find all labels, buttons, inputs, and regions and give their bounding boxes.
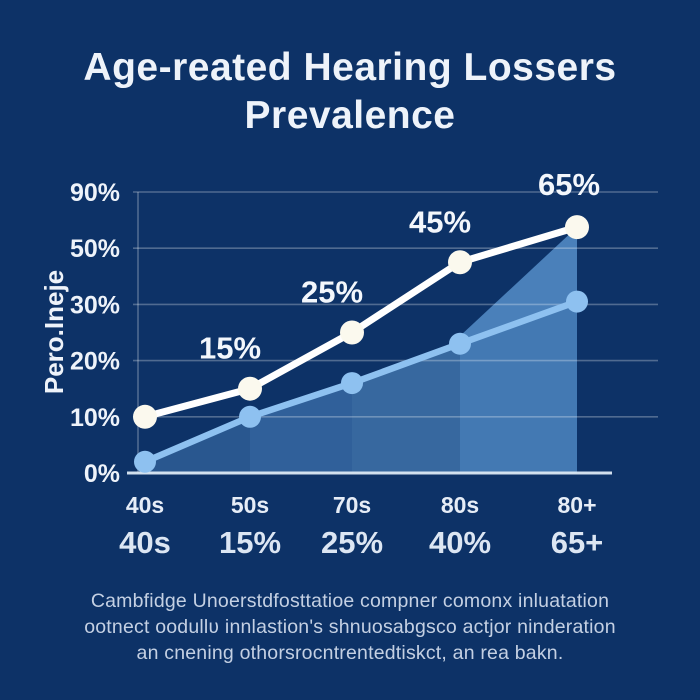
caption: Cambfidge Unoerstdfosttatioe compner com… — [0, 588, 700, 666]
data-point-primary — [448, 250, 472, 275]
page-title: Age-reated Hearing Lossers Prevalence — [0, 44, 700, 139]
data-point-primary — [133, 404, 157, 429]
data-point-label: 25% — [301, 275, 363, 310]
area-fill-segment — [250, 383, 352, 473]
data-point-secondary — [134, 450, 156, 473]
x-tick-label: 40s — [126, 492, 164, 518]
x-value-label: 65+ — [551, 525, 604, 560]
data-point-secondary — [566, 290, 588, 313]
x-value-label: 40s — [119, 525, 171, 560]
data-point-secondary — [239, 405, 261, 428]
y-tick-label: 90% — [70, 179, 120, 207]
x-value-label: 15% — [219, 525, 281, 560]
x-tick-label: 80+ — [557, 492, 596, 518]
data-point-label: 65% — [538, 167, 600, 202]
data-point-primary — [238, 376, 262, 401]
title-line-2: Prevalence — [244, 93, 456, 137]
data-point-secondary — [341, 372, 363, 395]
title-line-1: Age-reated Hearing Lossers — [83, 46, 617, 89]
caption-line-3: an cnening othorsrocntrentedtiskct, an r… — [136, 642, 564, 665]
y-axis-title: Pero.Ineje — [39, 270, 69, 394]
data-point-label: 15% — [199, 331, 261, 366]
y-tick-label: 30% — [70, 291, 120, 319]
x-value-label: 40% — [429, 525, 491, 560]
x-value-label: 25% — [321, 525, 383, 560]
data-point-label: 45% — [409, 204, 471, 239]
y-tick-label: 50% — [70, 235, 120, 263]
y-tick-label: 20% — [70, 348, 120, 376]
x-tick-label: 80s — [441, 492, 479, 518]
y-tick-label: 0% — [84, 460, 120, 488]
y-tick-label: 10% — [70, 404, 120, 432]
caption-line-2: ootnect oodullʋ innlastion's shnuosabgsc… — [84, 616, 616, 639]
x-tick-label: 70s — [333, 492, 371, 518]
data-point-secondary — [449, 332, 471, 355]
caption-line-1: Cambfidge Unoerstdfosttatioe compner com… — [90, 590, 610, 612]
data-point-primary — [340, 320, 364, 345]
data-point-primary — [565, 215, 589, 240]
area-fill-segment — [460, 301, 577, 473]
x-tick-label: 50s — [231, 492, 269, 518]
